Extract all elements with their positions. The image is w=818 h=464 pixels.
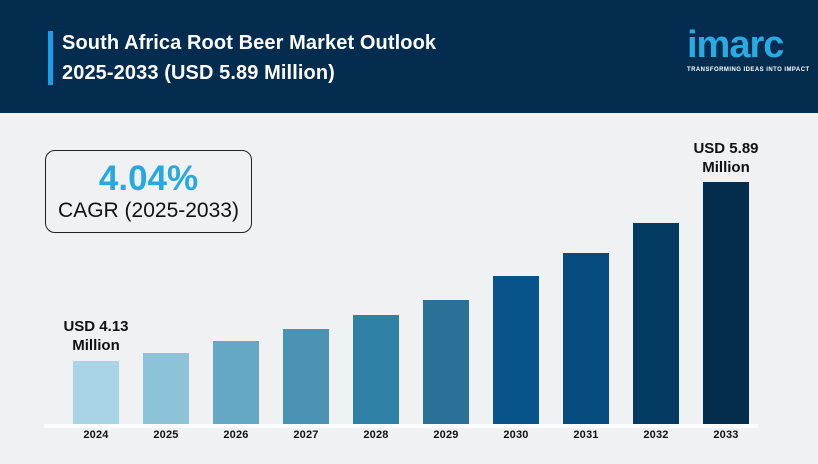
chart-title-line1: South Africa Root Beer Market Outlook [62,32,437,54]
axis-label-2027: 2027 [293,429,319,441]
title-accent-bar [48,31,53,85]
value-label-2024-amount: USD 4.13 [63,318,129,335]
imarc-logo-tagline: TRANSFORMING IDEAS INTO IMPACT [687,67,810,73]
axis-label-2028: 2028 [363,429,389,441]
header: South Africa Root Beer Market Outlook 20… [0,0,818,113]
value-label-2033-amount: USD 5.89 [693,140,759,157]
bar-2033 [703,182,749,424]
bar-2028 [353,315,399,424]
axis-labels: 2024 2025 2026 2027 2028 2029 2030 2031 2032 2033 [73,429,749,441]
axis-label-2032: 2032 [643,429,669,441]
value-label-2024: USD 4.13 Million [26,317,166,355]
axis-label-2024: 2024 [83,429,109,441]
value-label-2033: USD 5.89 Million [656,139,796,177]
axis-label-2033: 2033 [713,429,739,441]
bar-group [73,164,749,424]
value-label-2024-unit: Million [72,337,120,354]
bar-2025 [143,353,189,424]
axis-label-2030: 2030 [503,429,529,441]
x-axis-line [44,424,758,428]
bar-2029 [423,300,469,424]
axis-label-2029: 2029 [433,429,459,441]
axis-label-2026: 2026 [223,429,249,441]
bar-2031 [563,253,609,424]
bar-2024 [73,361,119,424]
cagr-period-label: CAGR (2025-2033) [58,198,239,222]
bar-2027 [283,329,329,424]
bar-2032 [633,223,679,424]
imarc-logo-text: imarc [687,24,784,66]
chart-title: South Africa Root Beer Market Outlook 20… [62,29,436,88]
cagr-box: 4.04% CAGR (2025-2033) [45,150,252,233]
value-label-2033-unit: Million [702,159,750,176]
axis-label-2025: 2025 [153,429,179,441]
chart-title-line2: 2025-2033 (USD 5.89 Million) [62,61,335,84]
bar-2030 [493,276,539,424]
axis-label-2031: 2031 [573,429,599,441]
imarc-logo: imarc TRANSFORMING IDEAS INTO IMPACT [687,24,810,73]
bar-2026 [213,341,259,424]
cagr-value: 4.04% [98,158,199,198]
